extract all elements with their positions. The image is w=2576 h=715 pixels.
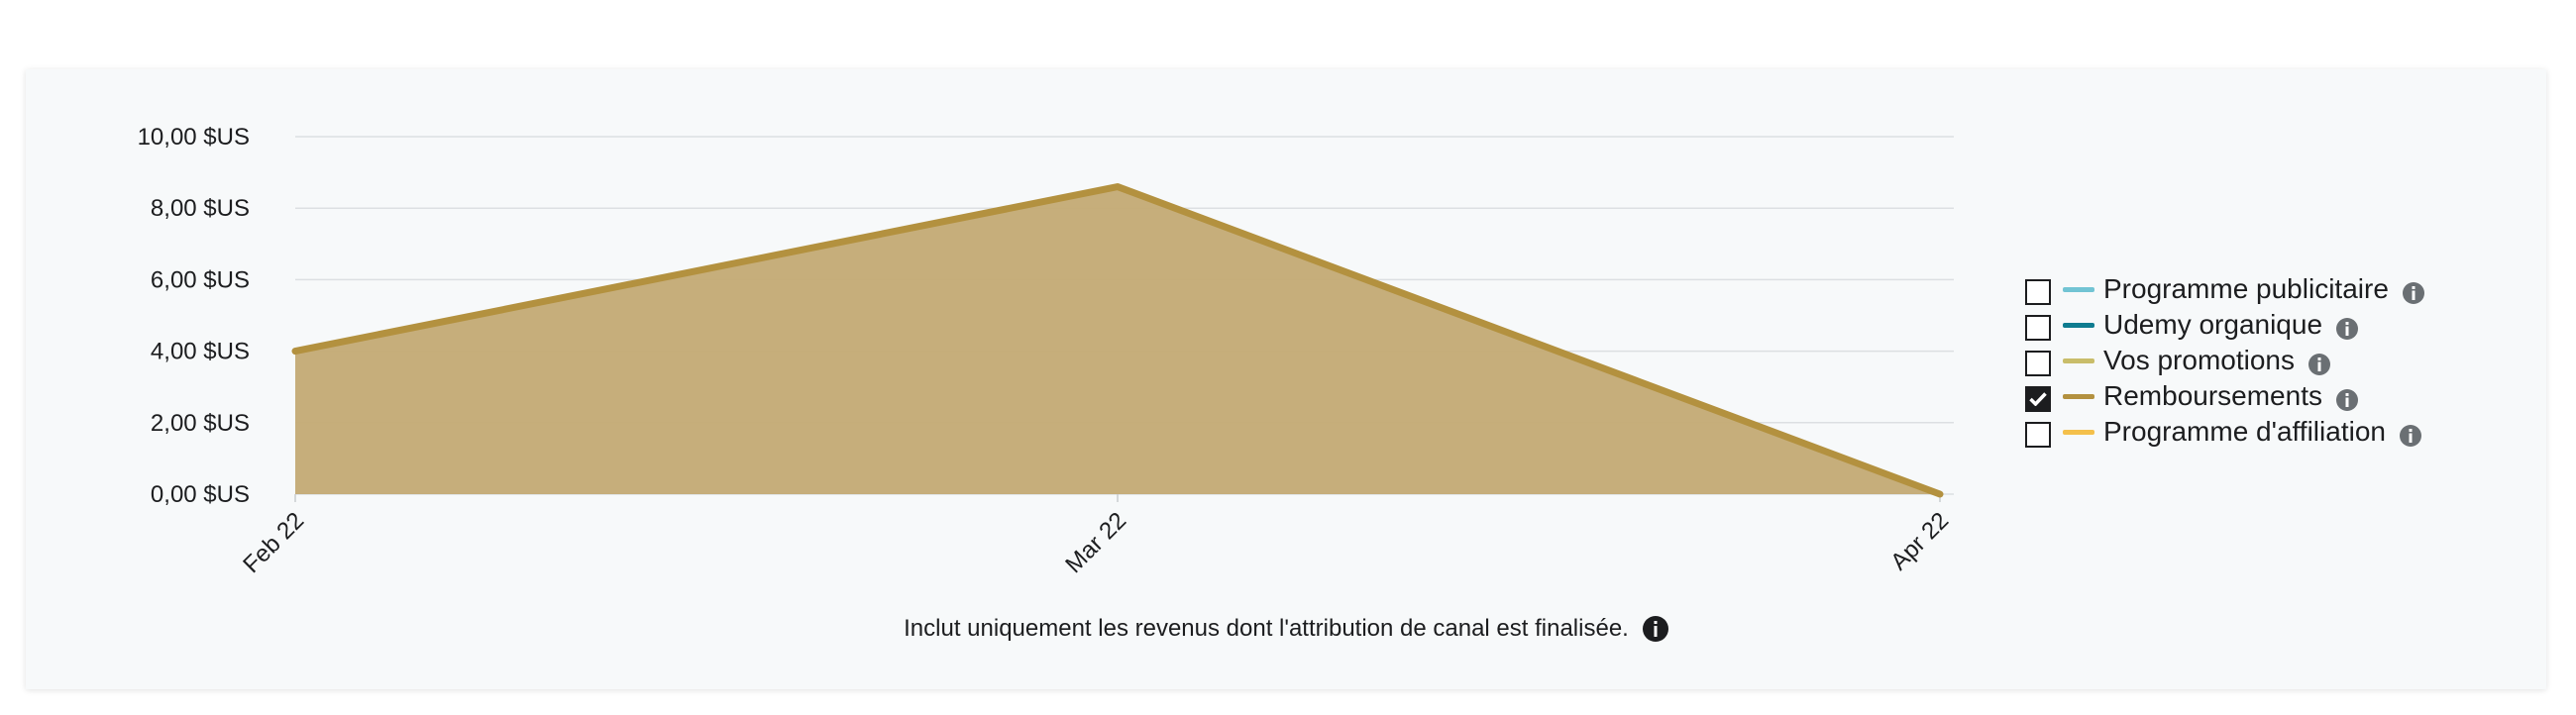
info-icon[interactable] xyxy=(1642,616,1668,642)
attribution-footnote: Inclut uniquement les revenus dont l'att… xyxy=(26,615,2546,643)
x-tick-label: Feb 22 xyxy=(238,507,309,578)
legend-label: Programme publicitaire xyxy=(2103,273,2389,304)
revenue-chart-card: 0,00 $US 2,00 $US 4,00 $US 6,00 $US 8,00 $US… xyxy=(26,69,2546,689)
info-icon[interactable] xyxy=(2308,354,2330,375)
legend-label: Remboursements xyxy=(2103,380,2322,411)
data-point xyxy=(1115,183,1121,190)
data-point xyxy=(1937,491,1943,497)
info-icon[interactable] xyxy=(2402,282,2424,304)
legend-checkbox[interactable] xyxy=(2025,351,2051,376)
y-tick-label: 2,00 $US xyxy=(151,410,250,437)
data-point xyxy=(292,348,298,355)
y-tick-label: 10,00 $US xyxy=(138,124,250,151)
legend-label: Vos promotions xyxy=(2103,345,2295,375)
legend-item[interactable]: Udemy organique xyxy=(2025,309,2424,341)
legend-checkbox[interactable] xyxy=(2025,279,2051,305)
legend-swatch xyxy=(2063,429,2094,435)
legend-swatch xyxy=(2063,322,2094,328)
info-icon[interactable] xyxy=(2399,425,2421,447)
y-tick-label: 0,00 $US xyxy=(151,481,250,508)
legend-swatch xyxy=(2063,393,2094,399)
x-tick-label: Apr 22 xyxy=(1885,507,1954,575)
series-area xyxy=(295,186,1940,494)
info-icon[interactable] xyxy=(2335,389,2358,411)
legend-checkbox[interactable] xyxy=(2025,315,2051,341)
legend-swatch xyxy=(2063,358,2094,363)
y-tick-label: 4,00 $US xyxy=(151,339,250,365)
legend-item[interactable]: Programme d'affiliation xyxy=(2025,416,2424,448)
chart-legend: Programme publicitaire Udemy organique V… xyxy=(2025,273,2424,448)
legend-item[interactable]: Remboursements xyxy=(2025,380,2424,412)
x-tick-label: Mar 22 xyxy=(1060,507,1131,578)
legend-checkbox[interactable] xyxy=(2025,422,2051,448)
footnote-text: Inclut uniquement les revenus dont l'att… xyxy=(904,615,1629,642)
area-chart: 0,00 $US 2,00 $US 4,00 $US 6,00 $US 8,00 $US… xyxy=(138,124,1955,578)
legend-checkbox[interactable] xyxy=(2025,386,2051,412)
legend-label: Programme d'affiliation xyxy=(2103,416,2386,447)
legend-swatch xyxy=(2063,286,2094,292)
legend-item[interactable]: Programme publicitaire xyxy=(2025,273,2424,305)
y-tick-label: 6,00 $US xyxy=(151,266,250,293)
y-tick-label: 8,00 $US xyxy=(151,195,250,222)
info-icon[interactable] xyxy=(2336,318,2359,340)
legend-item[interactable]: Vos promotions xyxy=(2025,345,2424,376)
legend-label: Udemy organique xyxy=(2103,309,2323,340)
